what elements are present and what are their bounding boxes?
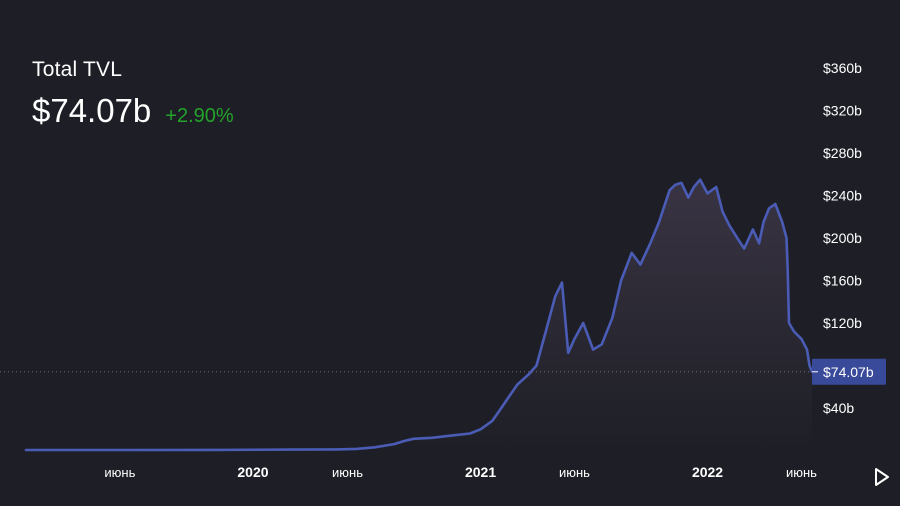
value-row: $74.07b +2.90% [32, 92, 234, 130]
tvl-area-fill [26, 179, 812, 450]
y-tick-label: $200b [823, 230, 862, 246]
y-tick-label: $280b [823, 145, 862, 161]
x-tick-label: июнь [559, 465, 590, 480]
tvl-change: +2.90% [165, 105, 234, 127]
x-tick-label: 2022 [692, 464, 723, 480]
y-tick-label: $40b [823, 400, 854, 416]
x-tick-label: июнь [332, 465, 363, 480]
tvl-value: $74.07b [32, 92, 152, 129]
tvl-series-line [24, 178, 814, 452]
y-tick-label: $120b [823, 315, 862, 331]
last-value-tag [812, 358, 886, 385]
y-tick-label: $240b [823, 188, 862, 204]
x-tick-label: июнь [104, 465, 135, 480]
y-tick-label: $360b [823, 60, 862, 76]
play-triangle-icon[interactable] [872, 466, 892, 488]
x-tick-label: июнь [786, 465, 817, 480]
x-tick-label: 2020 [237, 464, 268, 480]
x-tick-label: 2021 [465, 464, 496, 480]
y-tick-label: $160b [823, 273, 862, 289]
tvl-header: Total TVL $74.07b +2.90% [32, 58, 234, 130]
last-value-label: $74.07b [823, 364, 874, 380]
chart-title: Total TVL [32, 58, 123, 81]
y-tick-label: $320b [823, 103, 862, 119]
